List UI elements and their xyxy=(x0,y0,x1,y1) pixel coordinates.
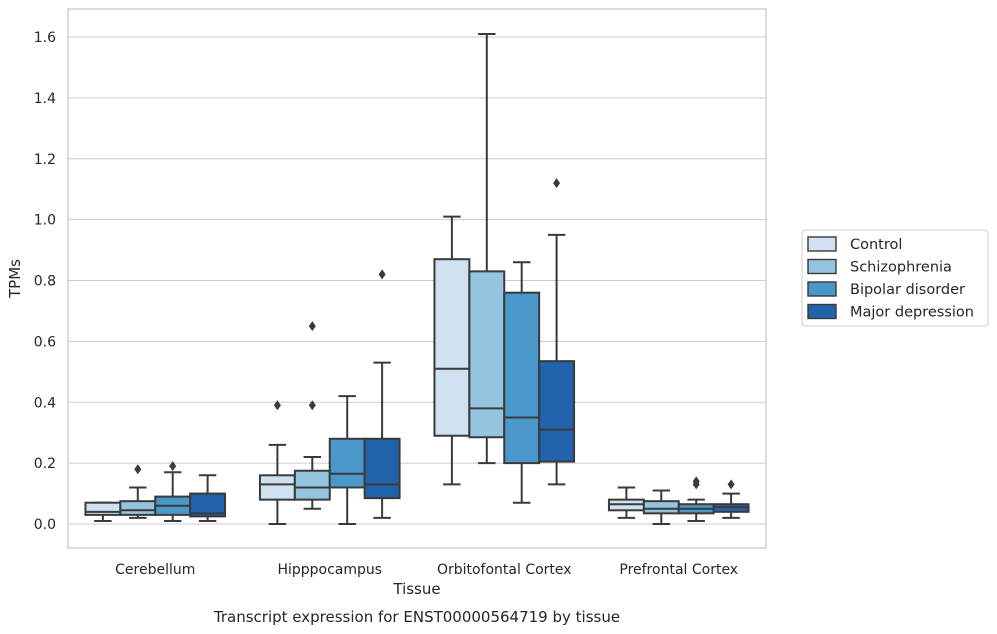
box-control xyxy=(433,215,471,486)
y-tick-labels: 0.0 0.2 0.4 0.6 0.8 1.0 1.2 1.4 1.6 xyxy=(34,30,56,533)
outlier-point xyxy=(553,178,561,189)
box-iqr xyxy=(642,500,680,515)
box-schizophrenia xyxy=(642,489,680,525)
box-schizophrenia xyxy=(293,321,331,510)
chart-caption: Transcript expression for ENST0000056471… xyxy=(213,608,620,626)
x-tick-label: Prefrontal Cortex xyxy=(619,562,738,578)
legend-item: Schizophrenia xyxy=(807,258,952,276)
box-iqr xyxy=(363,437,401,500)
legend-label: Bipolar disorder xyxy=(850,282,965,298)
box-iqr xyxy=(468,270,506,439)
box-iqr xyxy=(503,291,541,465)
y-axis-title: TPMs xyxy=(6,259,24,299)
y-tick-label: 0.8 xyxy=(34,274,56,290)
x-tick-label: Hipppocampus xyxy=(277,562,382,578)
outlier-point xyxy=(308,400,316,411)
y-tick-label: 1.4 xyxy=(34,91,56,107)
legend-swatch xyxy=(807,303,837,320)
outlier-point xyxy=(378,269,386,280)
box-control xyxy=(607,486,645,519)
outlier-point xyxy=(273,400,281,411)
box-iqr xyxy=(293,469,331,501)
y-tick-label: 1.2 xyxy=(34,152,56,168)
box-bipolar-disorder xyxy=(503,261,541,504)
legend-label: Schizophrenia xyxy=(850,260,952,276)
legend-swatch xyxy=(807,281,837,297)
y-tick-label: 0.4 xyxy=(34,395,56,411)
box-major-depression xyxy=(538,178,576,486)
outlier-point xyxy=(308,321,316,332)
x-tick-label: Orbitofontal Cortex xyxy=(437,562,572,578)
box-iqr xyxy=(433,258,471,437)
x-tick-label: Cerebellum xyxy=(115,562,195,578)
box-iqr xyxy=(538,360,576,463)
box-schizophrenia xyxy=(119,464,157,519)
box-iqr xyxy=(189,492,227,518)
box-major-depression xyxy=(712,479,750,519)
outlier-point xyxy=(692,476,700,487)
legend-label: Control xyxy=(850,237,902,253)
box-bipolar-disorder xyxy=(154,461,192,522)
legend-item: Bipolar disorder xyxy=(807,281,965,298)
legend-item: Control xyxy=(807,236,902,253)
boxes xyxy=(84,32,750,525)
legend-frame xyxy=(801,229,989,327)
outlier-point xyxy=(727,479,735,490)
box-schizophrenia xyxy=(468,32,506,465)
y-tick-label: 0.6 xyxy=(34,334,56,350)
box-iqr xyxy=(328,437,366,489)
box-iqr xyxy=(84,501,122,516)
box-bipolar-disorder xyxy=(677,476,715,522)
legend-swatch xyxy=(807,236,837,252)
outlier-point xyxy=(134,464,142,475)
box-control xyxy=(84,501,122,522)
outlier-point xyxy=(169,461,177,472)
box-control xyxy=(258,400,296,525)
y-tick-label: 0.2 xyxy=(34,456,56,472)
legend: Control Schizophrenia Bipolar disorder Majo… xyxy=(801,229,989,327)
legend-label: Major depression xyxy=(850,305,974,321)
box-iqr xyxy=(258,474,296,501)
y-tick-label: 0.0 xyxy=(34,517,56,533)
legend-swatch xyxy=(807,258,837,275)
y-tick-label: 1.0 xyxy=(34,213,56,229)
box-iqr xyxy=(119,500,157,516)
plot-frame xyxy=(67,8,767,549)
legend-item: Major depression xyxy=(807,303,974,321)
box-bipolar-disorder xyxy=(328,395,366,525)
box-major-depression xyxy=(189,474,227,522)
y-tick-label: 1.6 xyxy=(34,30,56,46)
x-axis-title: Tissue xyxy=(392,580,440,598)
grid-lines xyxy=(68,36,766,525)
x-tick-labels: Cerebellum Hipppocampus Orbitofontal Corte… xyxy=(115,562,738,578)
box-major-depression xyxy=(363,269,401,519)
